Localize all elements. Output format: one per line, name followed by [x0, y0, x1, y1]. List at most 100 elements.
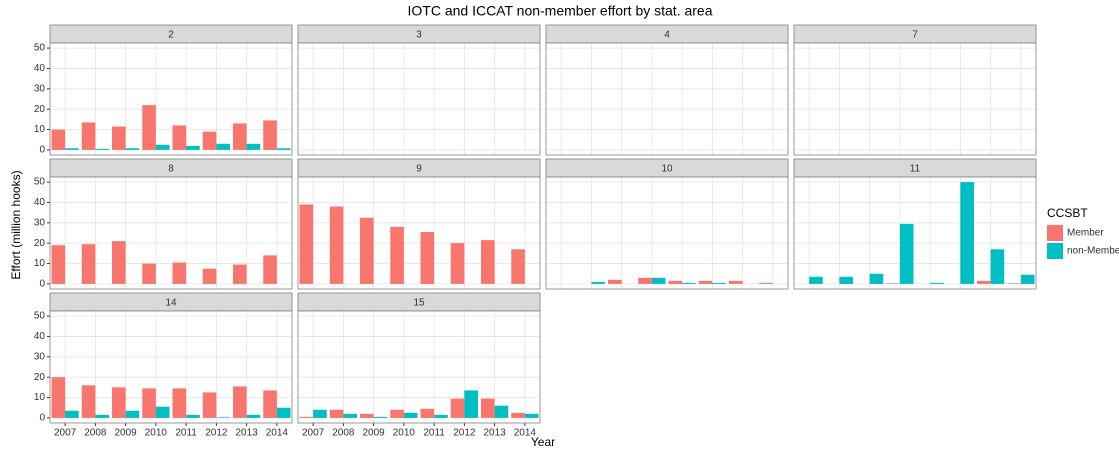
bar	[51, 377, 66, 418]
bar	[81, 122, 96, 150]
x-tick-label: 2011	[175, 428, 197, 439]
strip-label: 14	[165, 298, 177, 309]
bar	[246, 143, 261, 150]
x-tick-label: 2012	[453, 428, 476, 439]
y-tick-label: 40	[34, 197, 46, 208]
bar	[142, 263, 156, 284]
bar	[809, 276, 823, 284]
y-tick-label: 20	[34, 238, 46, 249]
y-tick-label: 50	[34, 43, 46, 54]
bar	[276, 407, 291, 418]
bar	[899, 223, 914, 284]
y-tick-label: 30	[34, 351, 46, 362]
x-tick-label: 2010	[393, 428, 416, 439]
bar	[276, 148, 291, 150]
bar	[142, 388, 156, 418]
bar	[698, 280, 713, 284]
bar	[651, 277, 666, 284]
bar	[682, 282, 696, 284]
bar	[450, 398, 465, 418]
panel	[546, 177, 788, 289]
bar	[263, 255, 277, 284]
bar	[155, 144, 170, 150]
bar	[886, 283, 900, 284]
chart-title: IOTC and ICCAT non-member effort by stat…	[407, 3, 712, 19]
y-tick-label: 20	[34, 104, 46, 115]
bar	[233, 264, 247, 284]
legend-label: non-Member	[1067, 246, 1119, 257]
bar	[390, 409, 404, 418]
bar	[481, 240, 495, 284]
bar	[112, 126, 126, 150]
bar	[95, 414, 109, 418]
x-tick-label: 2014	[266, 428, 289, 439]
bar	[216, 417, 230, 418]
panel-border	[545, 176, 789, 290]
x-tick-label: 2008	[84, 428, 107, 439]
legend-key	[1047, 243, 1063, 259]
bar	[329, 409, 344, 418]
x-tick-label: 2012	[205, 428, 228, 439]
panel-border	[793, 176, 1037, 290]
bar	[977, 280, 991, 284]
bar	[494, 405, 509, 418]
y-tick-label: 20	[34, 372, 46, 383]
bar	[511, 249, 525, 284]
x-tick-label: 2009	[115, 428, 138, 439]
bar	[95, 148, 109, 150]
bar	[450, 243, 465, 284]
bar	[51, 129, 66, 150]
bar	[299, 204, 314, 284]
bar	[481, 398, 495, 418]
bar	[759, 282, 773, 284]
bar	[839, 276, 853, 284]
bar	[172, 388, 187, 418]
strip-label: 10	[661, 164, 673, 175]
bar	[313, 409, 327, 418]
bar	[420, 231, 435, 284]
bar	[373, 416, 388, 418]
bar	[263, 120, 277, 150]
legend-key	[1047, 225, 1063, 241]
panel	[298, 311, 540, 423]
bar	[524, 413, 539, 418]
bar	[172, 262, 187, 284]
x-tick-label: 2010	[145, 428, 168, 439]
bar	[233, 386, 247, 418]
bar	[608, 279, 622, 284]
bar	[1020, 274, 1035, 284]
bar	[51, 245, 66, 284]
panel-border	[297, 42, 541, 156]
bar	[202, 392, 217, 418]
legend-label: Member	[1067, 228, 1104, 239]
panel	[546, 43, 788, 155]
y-tick-label: 10	[34, 392, 46, 403]
bar	[65, 148, 79, 150]
strip-label: 2	[168, 30, 174, 41]
bar	[420, 408, 435, 418]
y-tick-label: 0	[39, 145, 45, 156]
y-tick-label: 40	[34, 331, 46, 342]
bar	[233, 123, 247, 150]
x-tick-label: 2008	[332, 428, 355, 439]
bar	[246, 414, 261, 418]
bar	[112, 387, 126, 418]
legend-title: CCSBT	[1047, 206, 1088, 220]
bar	[990, 249, 1005, 284]
bar	[360, 413, 374, 418]
y-tick-label: 30	[34, 83, 46, 94]
bar	[1007, 283, 1021, 284]
panel-border	[297, 310, 541, 424]
bar	[202, 268, 217, 284]
x-tick-label: 2011	[423, 428, 445, 439]
bar	[155, 406, 170, 418]
bar	[729, 280, 743, 284]
bar	[263, 390, 277, 418]
x-tick-label: 2013	[236, 428, 259, 439]
panel-border	[297, 176, 541, 290]
panel	[298, 43, 540, 155]
panel-border	[49, 42, 293, 156]
x-tick-label: 2007	[54, 428, 77, 439]
panel-border	[793, 42, 1037, 156]
